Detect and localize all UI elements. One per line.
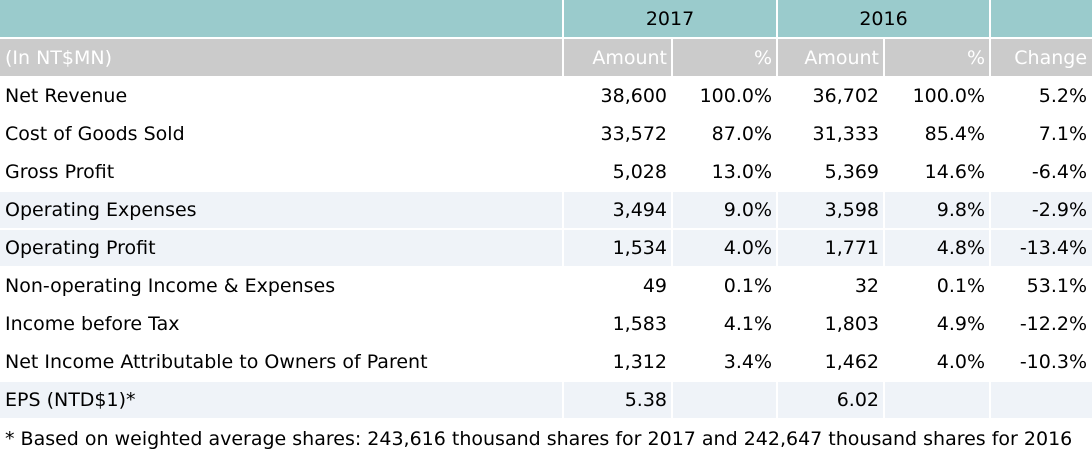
cell-2017-amount: 1,583 <box>562 304 673 344</box>
cell-change: 53.1% <box>989 266 1092 306</box>
cell-2016-amount: 3,598 <box>776 190 886 230</box>
cell-change: -2.9% <box>989 190 1092 230</box>
cell-2016-pct: 4.0% <box>883 342 992 382</box>
table-row-non-operating: Non-operating Income & Expenses 49 0.1% … <box>0 266 1092 306</box>
cell-2016-pct: 4.8% <box>883 228 992 268</box>
cell-2016-amount: 1,803 <box>776 304 886 344</box>
cell-2016-amount: 31,333 <box>776 114 886 154</box>
cell-2017-pct: 9.0% <box>670 190 779 230</box>
column-header-row: (In NT$MN) Amount % Amount % Change <box>0 37 1092 78</box>
row-label: Gross Profit <box>0 152 564 192</box>
cell-change: -10.3% <box>989 342 1092 382</box>
table-row-gross-profit: Gross Profit 5,028 13.0% 5,369 14.6% -6.… <box>0 152 1092 192</box>
col-header-2016-pct: % <box>883 37 992 78</box>
cell-2016-pct: 100.0% <box>883 76 992 116</box>
cell-2017-pct: 100.0% <box>670 76 779 116</box>
cell-change: -13.4% <box>989 228 1092 268</box>
cell-2017-pct: 0.1% <box>670 266 779 306</box>
year-2016-header: 2016 <box>776 0 992 39</box>
cell-2016-amount: 1,771 <box>776 228 886 268</box>
cell-2016-amount: 1,462 <box>776 342 886 382</box>
change-spacer-cell <box>989 0 1092 39</box>
year-2017-header: 2017 <box>561 0 779 39</box>
cell-2016-pct: 85.4% <box>883 114 992 154</box>
cell-2017-amount: 1,534 <box>562 228 673 268</box>
row-label: Net Income Attributable to Owners of Par… <box>0 342 564 382</box>
col-header-2017-pct: % <box>670 37 779 78</box>
cell-2016-pct: 14.6% <box>883 152 992 192</box>
col-header-2017-amount: Amount <box>562 37 673 78</box>
year-header-row: 2017 2016 <box>0 0 1092 39</box>
cell-change: 5.2% <box>989 76 1092 116</box>
cell-2017-pct: 13.0% <box>670 152 779 192</box>
cell-2017-amount: 38,600 <box>562 76 673 116</box>
cell-2017-amount: 5,028 <box>562 152 673 192</box>
row-label: Operating Profit <box>0 228 564 268</box>
row-label: Non-operating Income & Expenses <box>0 266 564 306</box>
row-label: Income before Tax <box>0 304 564 344</box>
cell-2016-amount: 6.02 <box>776 380 886 420</box>
table-row-eps: EPS (NTD$1)* 5.38 6.02 <box>0 380 1092 420</box>
row-label: Cost of Goods Sold <box>0 114 564 154</box>
cell-2017-pct: 4.0% <box>670 228 779 268</box>
cell-2016-amount: 36,702 <box>776 76 886 116</box>
cell-2016-pct: 9.8% <box>883 190 992 230</box>
table-row-operating-profit: Operating Profit 1,534 4.0% 1,771 4.8% -… <box>0 228 1092 268</box>
cell-2017-amount: 1,312 <box>562 342 673 382</box>
table-row-net-income: Net Income Attributable to Owners of Par… <box>0 342 1092 382</box>
cell-2017-amount: 5.38 <box>562 380 673 420</box>
cell-change: -6.4% <box>989 152 1092 192</box>
cell-change: -12.2% <box>989 304 1092 344</box>
col-header-2016-amount: Amount <box>776 37 886 78</box>
cell-change <box>989 380 1092 420</box>
income-statement-table: 2017 2016 (In NT$MN) Amount % Amount % C… <box>0 0 1092 420</box>
cell-2017-pct: 3.4% <box>670 342 779 382</box>
table-row-net-revenue: Net Revenue 38,600 100.0% 36,702 100.0% … <box>0 76 1092 116</box>
cell-2017-pct <box>670 380 779 420</box>
table-row-operating-expenses: Operating Expenses 3,494 9.0% 3,598 9.8%… <box>0 190 1092 230</box>
cell-2017-pct: 87.0% <box>670 114 779 154</box>
col-header-change: Change <box>989 37 1092 78</box>
table-row-income-before-tax: Income before Tax 1,583 4.1% 1,803 4.9% … <box>0 304 1092 344</box>
row-label: Net Revenue <box>0 76 564 116</box>
cell-2017-pct: 4.1% <box>670 304 779 344</box>
cell-2017-amount: 49 <box>562 266 673 306</box>
cell-2016-pct <box>883 380 992 420</box>
cell-2016-pct: 4.9% <box>883 304 992 344</box>
cell-2017-amount: 33,572 <box>562 114 673 154</box>
cell-2016-pct: 0.1% <box>883 266 992 306</box>
row-label: Operating Expenses <box>0 190 564 230</box>
footnote: * Based on weighted average shares: 243,… <box>0 420 1092 457</box>
cell-change: 7.1% <box>989 114 1092 154</box>
unit-label: (In NT$MN) <box>0 37 564 78</box>
cell-2017-amount: 3,494 <box>562 190 673 230</box>
table-row-cogs: Cost of Goods Sold 33,572 87.0% 31,333 8… <box>0 114 1092 154</box>
cell-2016-amount: 5,369 <box>776 152 886 192</box>
row-label: EPS (NTD$1)* <box>0 380 564 420</box>
cell-2016-amount: 32 <box>776 266 886 306</box>
corner-cell <box>0 0 564 39</box>
